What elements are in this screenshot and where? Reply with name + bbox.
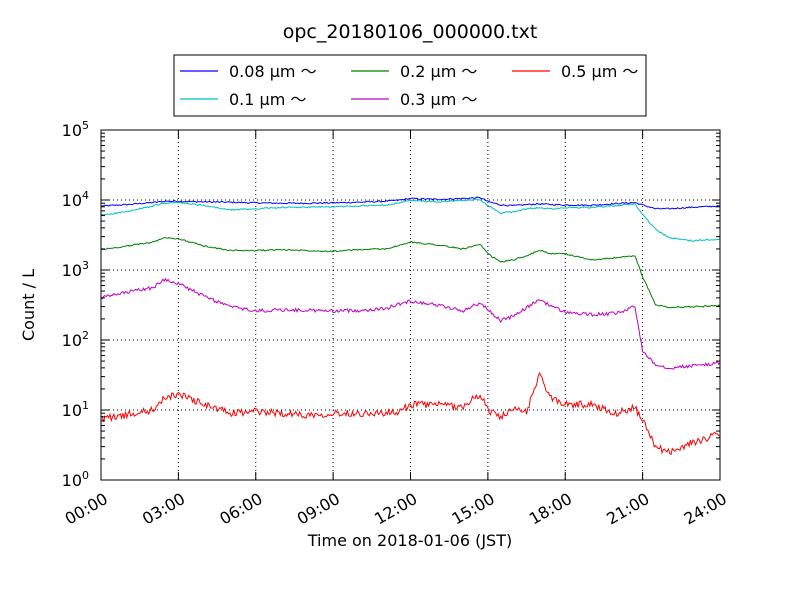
series-lines: [100, 196, 721, 456]
legend-box: [173, 54, 647, 117]
x-axis-label: Time on 2018-01-06 (JST): [307, 531, 512, 550]
series-line: [100, 277, 721, 370]
chart-title: opc_20180106_000000.txt: [283, 21, 538, 43]
series-line: [100, 196, 721, 210]
legend: 0.08 µm ～ 0.1 µm ～ 0.2 µm ～ 0.3 µm ～ 0.5 µm …: [173, 54, 647, 117]
legend-label: 0.3 µm ～: [400, 90, 477, 109]
y-tick-label: 103: [62, 259, 89, 280]
legend-label: 0.2 µm ～: [400, 62, 477, 81]
series-line: [100, 236, 721, 309]
y-tick-label: 101: [62, 399, 89, 420]
legend-label: 0.08 µm ～: [229, 62, 317, 81]
y-tick-label: 104: [62, 189, 89, 210]
legend-label: 0.5 µm ～: [561, 62, 638, 81]
y-tick-label: 102: [62, 329, 89, 350]
series-line: [100, 198, 721, 242]
series-line: [100, 371, 721, 456]
legend-label: 0.1 µm ～: [229, 90, 306, 109]
y-tick-label: 100: [62, 469, 89, 490]
y-axis-label: Count / L: [19, 269, 38, 341]
y-tick-label: 105: [62, 119, 89, 140]
